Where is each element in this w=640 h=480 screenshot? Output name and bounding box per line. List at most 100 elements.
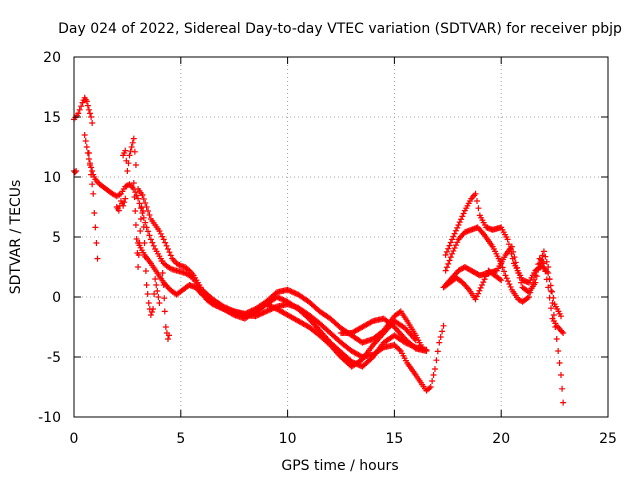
data-point	[443, 248, 450, 255]
data-point	[452, 227, 459, 234]
data-point	[482, 273, 489, 280]
data-point	[456, 219, 463, 226]
y-tick-label: -5	[47, 350, 61, 366]
data-point	[550, 312, 557, 318]
data-point	[154, 288, 161, 294]
data-point	[125, 160, 132, 167]
data-point	[132, 208, 139, 214]
data-point	[137, 228, 144, 234]
data-point	[510, 248, 517, 255]
data-point	[540, 260, 547, 267]
data-point	[229, 311, 236, 318]
data-point	[533, 266, 540, 273]
data-point	[533, 273, 540, 280]
data-point	[546, 294, 553, 301]
data-point	[131, 148, 138, 155]
data-point	[158, 258, 165, 264]
data-point	[439, 328, 446, 335]
data-point	[514, 264, 521, 271]
data-point	[498, 277, 505, 284]
data-point	[558, 313, 565, 320]
data-point	[161, 308, 168, 315]
data-point	[481, 276, 488, 283]
data-point	[524, 294, 531, 301]
data-point	[451, 245, 458, 252]
data-point	[89, 120, 96, 126]
data-point	[164, 246, 171, 252]
data-point	[93, 240, 100, 246]
data-point	[475, 290, 482, 297]
data-points	[71, 94, 567, 406]
data-point	[501, 268, 508, 275]
data-point	[368, 318, 375, 325]
data-point	[545, 264, 552, 270]
data-point	[75, 110, 82, 117]
data-point	[476, 287, 483, 294]
data-point	[147, 236, 154, 243]
chart-title: Day 024 of 2022, Sidereal Day-to-day VTE…	[58, 21, 622, 37]
data-point	[72, 169, 79, 176]
data-point	[166, 332, 173, 339]
data-point	[458, 216, 465, 223]
data-point	[146, 232, 153, 239]
data-point	[506, 281, 513, 288]
data-point	[531, 276, 538, 283]
data-point	[460, 210, 467, 217]
data-point	[89, 168, 96, 174]
data-point	[450, 247, 457, 254]
grid	[74, 57, 608, 417]
data-point	[475, 205, 482, 212]
data-point	[480, 279, 487, 286]
data-point	[443, 264, 450, 271]
data-point	[166, 249, 173, 256]
y-tick-label: 20	[43, 50, 61, 66]
data-point	[144, 291, 151, 297]
data-point	[451, 230, 458, 237]
data-point	[130, 135, 137, 142]
data-point	[503, 275, 510, 282]
data-point	[440, 322, 447, 329]
data-point	[558, 372, 565, 378]
data-point	[430, 372, 437, 378]
data-point	[129, 139, 136, 146]
data-point	[427, 384, 434, 390]
data-point	[436, 339, 443, 346]
data-point	[135, 264, 142, 270]
data-point	[115, 207, 122, 214]
data-point	[141, 240, 148, 246]
data-point	[91, 210, 98, 216]
data-point	[445, 245, 452, 252]
data-point	[454, 239, 461, 246]
data-point	[88, 114, 95, 120]
data-point	[553, 336, 560, 342]
data-point	[431, 366, 438, 372]
data-point	[138, 204, 145, 210]
data-point	[136, 200, 143, 207]
data-point	[442, 267, 449, 274]
data-point	[161, 295, 168, 302]
data-point	[162, 324, 169, 330]
data-point	[472, 190, 479, 197]
data-point	[142, 200, 149, 206]
data-point	[434, 348, 441, 355]
data-point	[147, 312, 154, 318]
data-point	[559, 385, 566, 392]
data-point	[525, 294, 532, 300]
data-point	[449, 250, 456, 257]
data-point	[90, 190, 97, 197]
data-point	[85, 106, 92, 113]
data-point	[502, 272, 509, 279]
data-point	[515, 270, 522, 276]
data-point	[146, 212, 153, 218]
data-point	[156, 300, 163, 306]
data-point	[87, 162, 94, 168]
data-point	[412, 337, 419, 344]
data-point	[132, 162, 139, 168]
data-point	[556, 360, 563, 366]
data-point	[543, 276, 550, 283]
data-point	[84, 102, 91, 109]
data-point	[160, 236, 167, 243]
data-point	[459, 213, 466, 220]
